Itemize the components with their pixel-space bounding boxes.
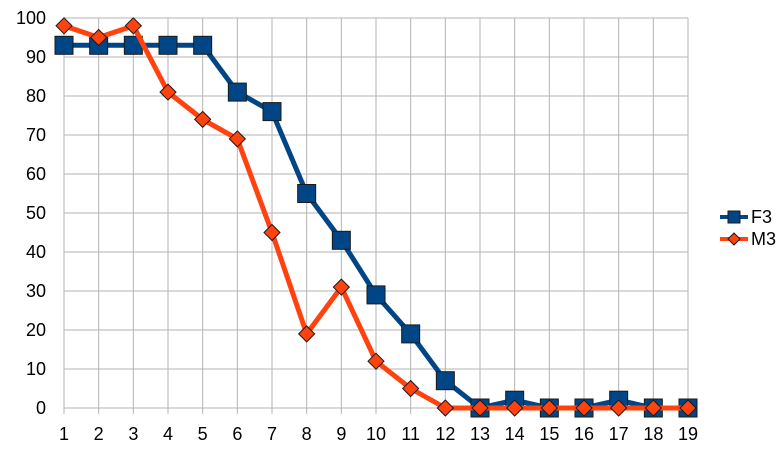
data-point (332, 278, 351, 296)
x-tick-label: 19 (678, 424, 698, 444)
data-point (331, 230, 351, 250)
grid (63, 17, 689, 414)
data-point (263, 223, 281, 242)
data-point (540, 399, 559, 417)
x-tick-label: 11 (401, 424, 420, 444)
data-point (193, 110, 212, 129)
data-point (644, 399, 663, 417)
y-tick-label: 70 (26, 125, 46, 145)
x-axis-tick-labels: 1 2 3 4 5 6 7 8 9 10 11 12 13 14 15 16 17 18 19 (59, 424, 698, 444)
x-tick-label: 2 (94, 424, 104, 444)
data-point (367, 352, 385, 370)
y-tick-label: 30 (26, 281, 46, 301)
legend-square-icon (727, 210, 741, 224)
data-point (159, 83, 177, 101)
data-point (124, 17, 143, 35)
data-point (679, 399, 697, 417)
legend-diamond-icon (727, 232, 741, 246)
data-point (471, 399, 489, 417)
data-point (609, 399, 628, 417)
x-tick-label: 13 (470, 424, 490, 444)
data-point (505, 399, 524, 417)
legend-item-m3: M3 (720, 229, 776, 249)
x-tick-label: 10 (366, 424, 386, 444)
data-point (575, 399, 593, 417)
data-point (262, 102, 282, 122)
data-point (436, 399, 455, 417)
series-m3 (55, 17, 697, 417)
y-tick-label: 10 (26, 359, 46, 379)
data-point (228, 130, 247, 148)
x-tick-label: 17 (609, 424, 629, 444)
x-tick-label: 8 (302, 424, 312, 444)
legend-item-f3: F3 (720, 207, 772, 227)
data-point (55, 17, 73, 35)
x-tick-label: 4 (163, 424, 173, 444)
series-group (54, 17, 698, 418)
data-point (193, 35, 213, 55)
x-tick-label: 18 (643, 424, 663, 444)
x-tick-label: 1 (59, 424, 69, 444)
y-axis-tick-labels: 0 10 20 30 40 50 60 70 80 90 100 (16, 8, 46, 418)
data-point (366, 285, 386, 305)
x-tick-label: 14 (505, 424, 525, 444)
y-tick-label: 80 (26, 86, 46, 106)
x-tick-label: 9 (336, 424, 346, 444)
data-point (89, 28, 108, 47)
x-tick-label: 3 (128, 424, 138, 444)
x-tick-label: 7 (267, 424, 277, 444)
y-tick-label: 90 (26, 47, 46, 67)
data-point (297, 325, 316, 343)
data-point (401, 324, 421, 344)
data-point (227, 82, 247, 102)
x-tick-label: 12 (435, 424, 455, 444)
y-tick-label: 100 (16, 8, 46, 28)
data-point (435, 371, 455, 391)
x-tick-label: 6 (232, 424, 242, 444)
y-tick-label: 20 (26, 320, 46, 340)
data-point (158, 35, 178, 55)
x-tick-label: 5 (198, 424, 208, 444)
y-tick-label: 60 (26, 164, 46, 184)
legend-label: F3 (751, 207, 772, 227)
data-point (401, 379, 420, 398)
legend-label: M3 (751, 229, 776, 249)
data-point (54, 35, 74, 55)
y-tick-label: 40 (26, 242, 46, 262)
y-tick-label: 0 (36, 398, 46, 418)
y-tick-label: 50 (26, 203, 46, 223)
x-tick-label: 15 (539, 424, 559, 444)
x-tick-label: 16 (574, 424, 594, 444)
data-point (297, 184, 317, 203)
